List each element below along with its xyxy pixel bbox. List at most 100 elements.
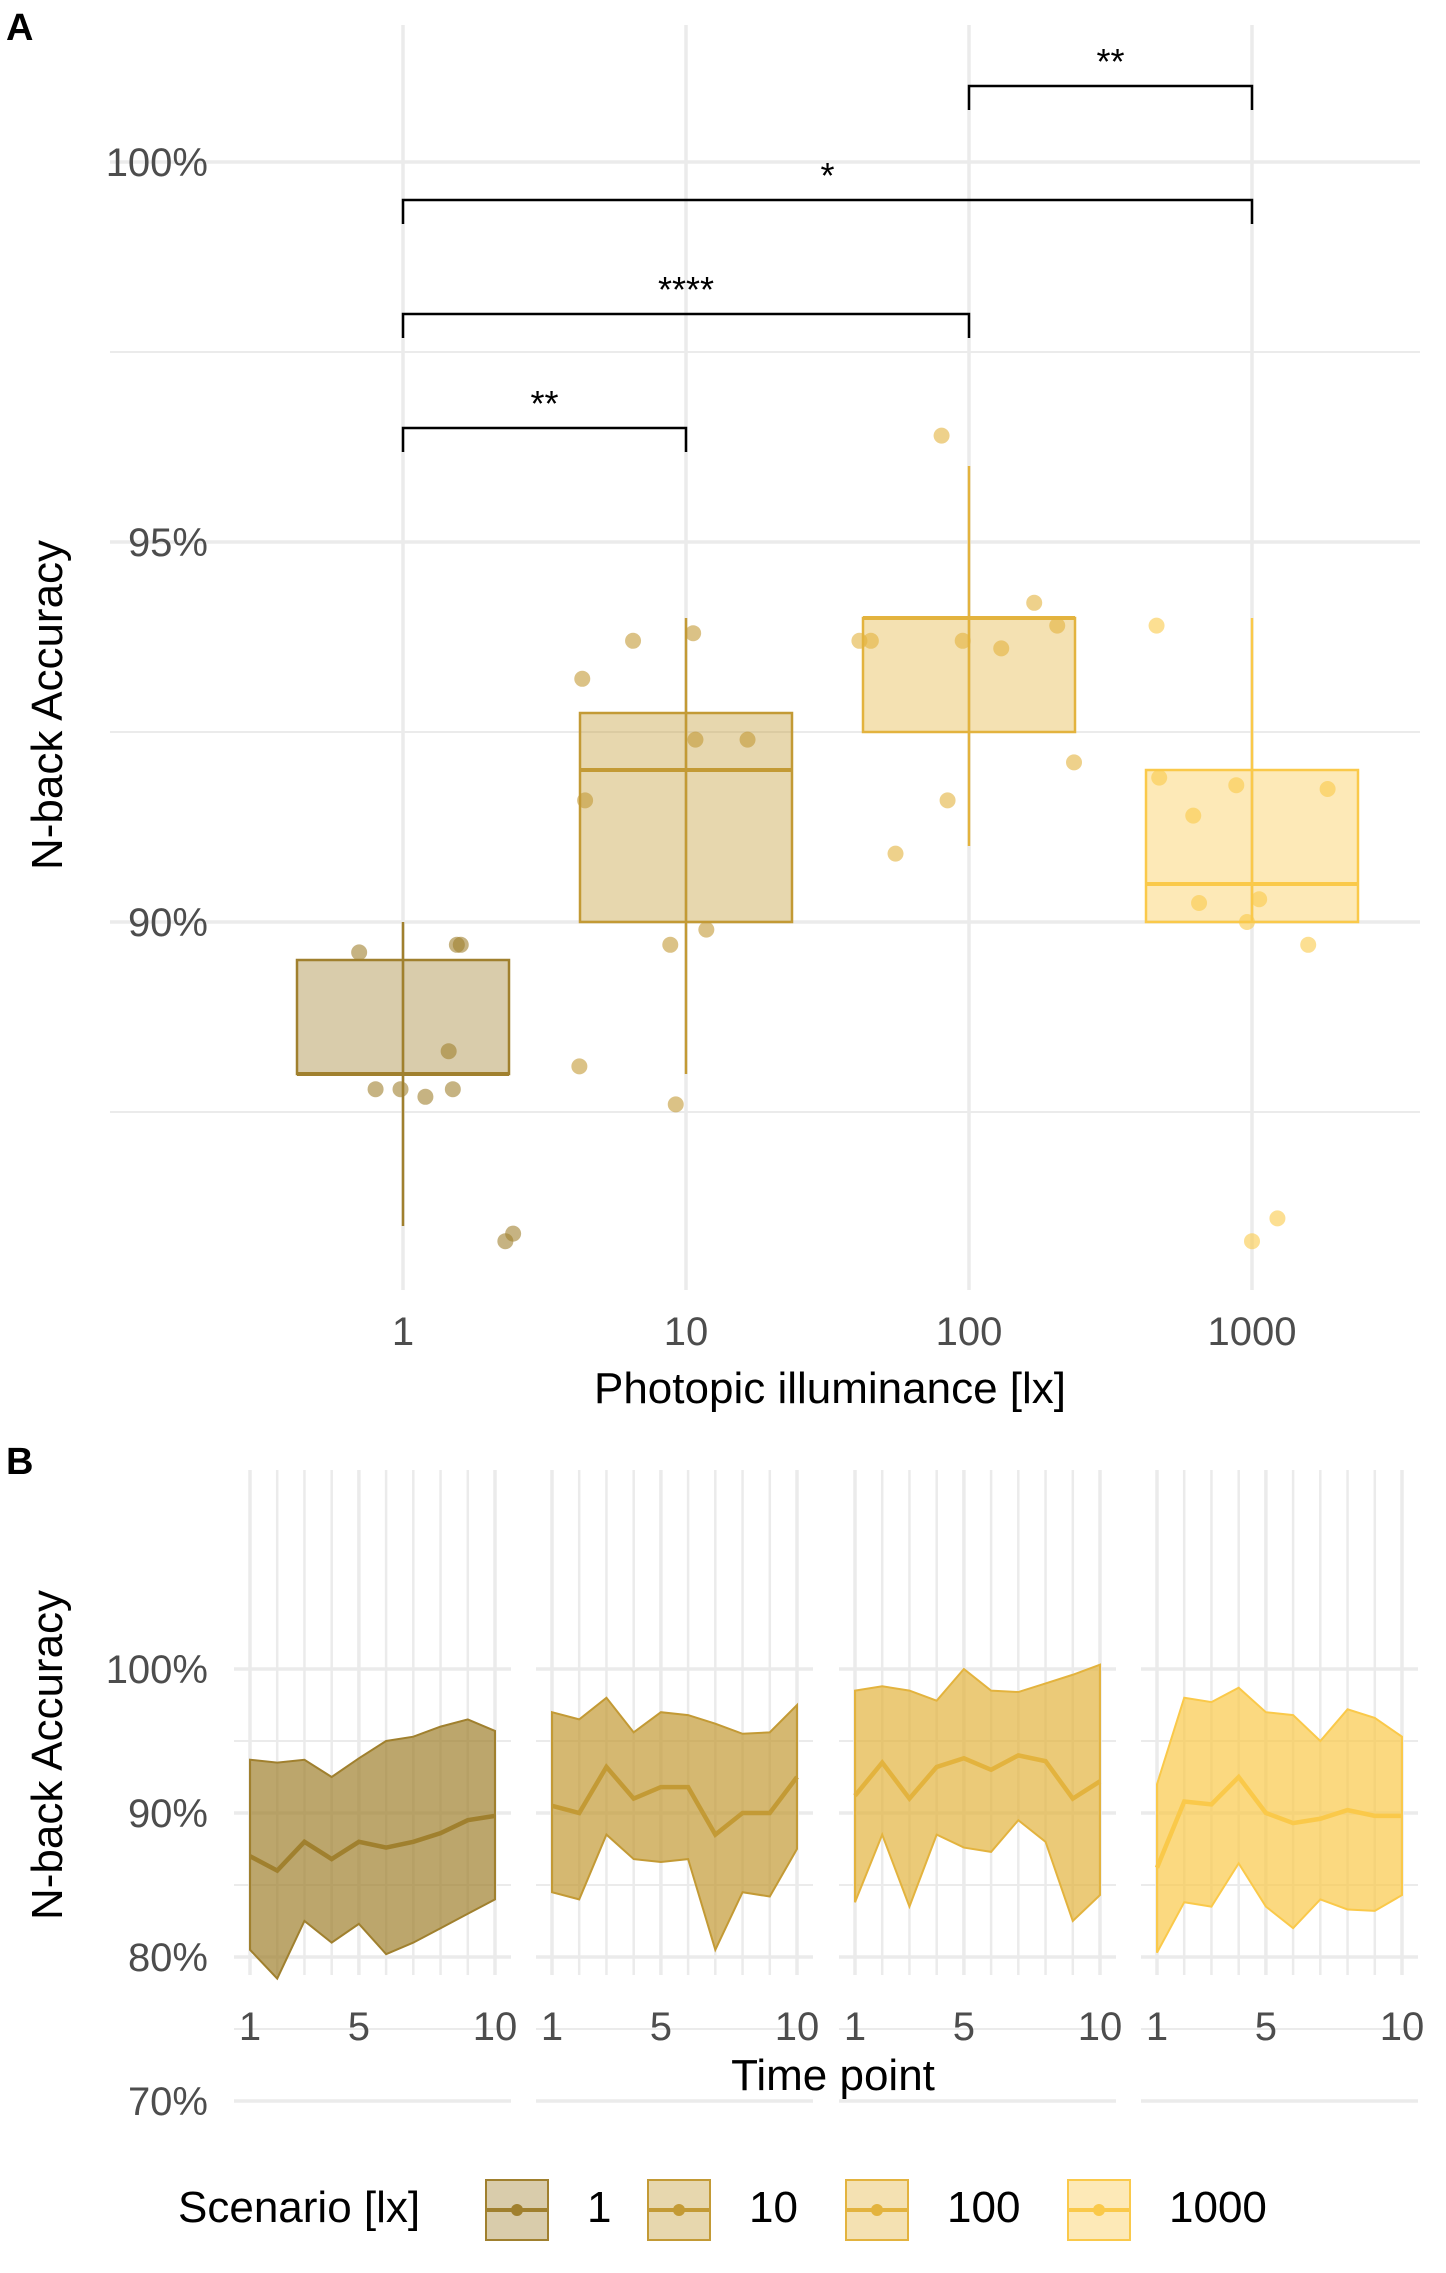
data-point [851,632,868,649]
x-tick-label: 10 [473,2005,518,2049]
facet-1000: 1 5 10 [1141,1470,1425,2103]
x-tick-label: 100 [936,1310,1003,1354]
y-tick-label: 90% [128,1792,208,1836]
x-tick-label: 1 [239,2005,261,2049]
x-tick-label: 10 [664,1310,709,1354]
panel-a-y-label: N-back Accuracy [23,540,72,870]
legend-label: 1 [587,2183,611,2232]
comparison-bracket [967,84,1254,110]
data-point [351,944,368,961]
legend-key-point [1093,2204,1105,2216]
data-point [993,640,1010,657]
data-point [1238,914,1255,930]
data-point [687,731,704,748]
ribbon-100 [854,1663,1101,1923]
facet-1: 1 5 10 [234,1470,518,2103]
data-point [1066,754,1083,771]
legend-label: 100 [947,2183,1020,2232]
data-point [577,792,594,809]
panel-b-x-label: Time point [731,2051,935,2100]
data-point [667,1096,684,1113]
panel-b-title: B [6,1441,33,1483]
data-point [1185,807,1202,824]
data-point [1191,895,1208,911]
data-point [444,1081,461,1098]
data-point [452,936,469,953]
data-point [939,792,956,809]
panel-b-y-label: N-back Accuracy [23,1590,72,1920]
data-point [1026,594,1043,611]
legend-title: Scenario [lx] [178,2183,420,2232]
box-iqr [295,958,511,1076]
legend-item-1: 1 [485,2179,611,2241]
legend-item-10: 10 [647,2179,798,2241]
mean-line-100 [853,1753,1102,1803]
data-point [887,845,904,862]
legend-item-1000: 1000 [1067,2179,1267,2241]
comparison-bracket [401,426,688,452]
significance-label: ** [1096,41,1124,82]
panel-a-grid [110,25,1420,1290]
legend-key-point [511,2204,523,2216]
legend-label: 1000 [1169,2183,1267,2232]
ribbon-10 [551,1696,798,1953]
x-tick-label: 10 [1380,2005,1425,2049]
mean-line-1000 [1154,1773,1402,1869]
data-point [685,625,702,642]
data-point [440,1043,457,1060]
x-tick-label: 10 [775,2005,820,2049]
data-point [571,1058,588,1075]
data-point [392,1081,409,1098]
mean-line-1 [248,1813,496,1874]
mean-line-10 [551,1763,799,1838]
legend: Scenario [lx] 1 10 100 1000 [178,2179,1267,2241]
x-tick-label: 1 [1146,2005,1168,2049]
panel-a-x-ticks: 1 10 100 1000 [392,1310,1297,1354]
x-tick-label: 10 [1078,2005,1123,2049]
y-tick-label: 90% [128,901,208,945]
data-point [505,1225,522,1242]
x-tick-label: 5 [650,2005,672,2049]
y-tick-label: 80% [128,1936,208,1980]
comparison-bracket [401,312,971,338]
panel-a-title: A [6,7,33,49]
significance-label: ** [530,383,558,424]
box-iqr [578,711,794,924]
legend-key-point [673,2204,685,2216]
panel-a: A 90%95%100% 1 10 100 1000 ********* Photop… [6,7,1420,1413]
comparison-bracket [401,198,1254,224]
panel-a-points [351,427,1336,1250]
data-point [933,427,950,444]
data-point [417,1088,434,1105]
panel-b: B 1 5 10 1 5 10 1 5 10 1 5 10 70%80%90%100% Time po… [6,1441,1424,2124]
y-tick-label: 100% [106,141,208,185]
data-point [1300,936,1317,953]
data-point [1319,781,1336,797]
x-tick-label: 1 [541,2005,563,2049]
x-tick-label: 1 [844,2005,866,2049]
data-point [574,670,591,687]
data-point [739,731,756,748]
data-point [862,632,879,649]
panel-b-y-ticks: 70% 80% 90% 100% [106,1648,208,2124]
legend-items: 1 10 100 1000 [485,2179,1267,2241]
data-point [954,632,971,649]
legend-item-100: 100 [845,2179,1020,2241]
data-point [1251,891,1268,908]
data-point [1148,617,1165,634]
significance-label: * [820,155,834,196]
data-point [1049,617,1066,634]
panel-b-facets: 1 5 10 1 5 10 1 5 10 1 5 10 [234,1470,1425,2103]
panel-a-y-ticks: 90% 95% 100% [106,141,208,945]
data-point [698,921,715,938]
data-point [1151,769,1168,786]
panel-a-x-label: Photopic illuminance [lx] [594,1364,1066,1413]
x-tick-label: 5 [348,2005,370,2049]
legend-label: 10 [749,2183,798,2232]
data-point [1228,777,1245,794]
x-tick-label: 5 [953,2005,975,2049]
panel-a-brackets: ********* [401,41,1254,452]
box-iqr [861,616,1077,734]
y-tick-label: 95% [128,521,208,565]
